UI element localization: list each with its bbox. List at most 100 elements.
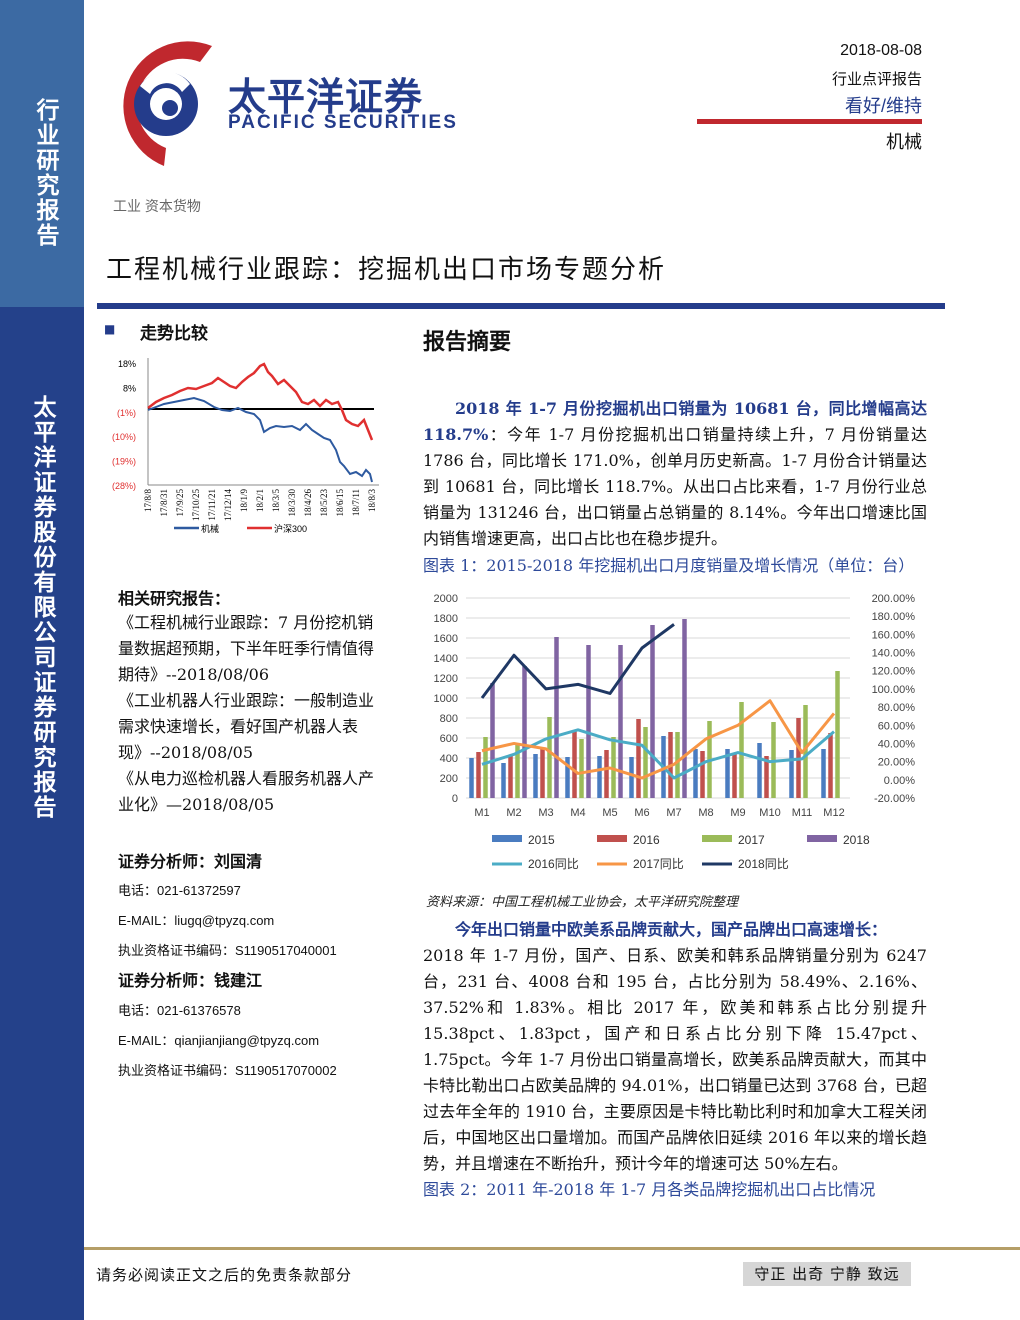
related-report-link[interactable]: 《工程机械行业跟踪：7 月份挖机销量数据超预期，下半年旺季行情值得期待》--20…: [118, 613, 375, 684]
y-tick-label: 1200: [434, 673, 458, 685]
analyst-email[interactable]: E-MAIL：qianjianjiang@tpyzq.com: [118, 1033, 320, 1048]
bar-2016: [604, 750, 609, 798]
related-report-link[interactable]: 《从电力巡检机器人看服务机器人产业化》—2018/08/05: [118, 769, 375, 814]
trend-x-tick: 17/8/8: [143, 489, 153, 513]
trend-x-tick: 17/8/31: [159, 489, 169, 517]
figure-1-caption: 图表 1：2015-2018 年挖掘机出口月度销量及增长情况（单位：台）: [423, 556, 915, 575]
x-tick-label: M8: [698, 807, 713, 819]
sidebar-label: 行业研究报告: [32, 98, 59, 248]
chart-x-ticks: M1 M2 M3 M4 M5 M6 M7 M8 M9 M10 M11 M12: [474, 807, 844, 819]
bar-2018: [522, 666, 527, 798]
bar-2016: [764, 756, 769, 798]
trend-x-tick: 17/10/25: [191, 489, 201, 522]
analyst-name: 证券分析师：钱建江: [118, 971, 263, 990]
y2-tick-label: 60.00%: [878, 720, 916, 732]
trend-x-tick: 18/5/23: [319, 489, 329, 517]
bar-2017: [483, 737, 488, 798]
bar-2017: [515, 743, 520, 798]
bar-2018: [650, 625, 655, 798]
y-tick-label: 600: [440, 733, 458, 745]
report-type: 行业点评报告: [831, 71, 922, 88]
trend-line-csi300: [147, 362, 374, 441]
trend-x-ticks: 17/8/8 17/8/31 17/9/25 17/10/25 17/11/21 17/1…: [143, 489, 377, 522]
bar-2017: [675, 732, 680, 798]
trend-y-tick: 8%: [123, 383, 136, 393]
chart-gridlines: [466, 597, 850, 799]
y-tick-label: 2000: [434, 593, 458, 605]
bar-2015: [565, 757, 570, 798]
bar-2015: [629, 757, 634, 798]
y-tick-label: 1400: [434, 653, 458, 665]
y-tick-label: 800: [440, 713, 458, 725]
bar-2017: [579, 739, 584, 798]
bar-2018: [682, 619, 687, 798]
y-tick-label: 400: [440, 753, 458, 765]
paragraph-highlight: 今年出口销量中欧美系品牌贡献大，国产品牌出口高速增长：: [455, 920, 888, 939]
trend-chart: 18%8%(1%)(10%)(19%)(28%) 17/8/8 17/8/31 17…: [112, 358, 379, 534]
trend-x-tick: 17/12/14: [223, 489, 233, 522]
x-tick-label: M6: [634, 807, 649, 819]
y2-tick-label: 120.00%: [872, 666, 916, 678]
bar-2016: [572, 730, 577, 798]
legend-swatch: [702, 835, 732, 842]
summary-paragraph: 今年出口销量中欧美系品牌贡献大，国产品牌出口高速增长： 2018 年 1-7 月份…: [423, 917, 927, 1177]
bar-2015: [501, 763, 506, 798]
report-date: 2018-08-08: [840, 42, 922, 59]
y2-tick-label: 180.00%: [872, 611, 916, 623]
bar-2015: [693, 749, 698, 798]
y-tick-label: 1600: [434, 633, 458, 645]
bar-2015: [533, 754, 538, 798]
analyst-name: 证券分析师：刘国清: [118, 852, 263, 871]
title-rule: [97, 303, 945, 309]
bar-2018: [554, 637, 559, 798]
bar-2017: [643, 727, 648, 798]
legend-label: 2016: [633, 833, 660, 847]
bar-2016: [508, 756, 513, 798]
bar-2016: [732, 754, 737, 798]
bar-2018: [586, 645, 591, 798]
analyst-phone: 电话：021-61372597: [118, 883, 241, 898]
bar-2015: [821, 749, 826, 798]
trend-y-tick: (10%): [112, 432, 136, 442]
line-2018同比: [480, 623, 675, 699]
x-tick-label: M1: [474, 807, 489, 819]
bar-2015: [469, 758, 474, 798]
bar-2017: [803, 705, 808, 798]
logo-text-en: PACIFIC SECURITIES: [228, 112, 458, 133]
summary-title: 报告摘要: [423, 329, 512, 355]
x-tick-label: M3: [538, 807, 553, 819]
legend-swatch: [492, 835, 522, 842]
bar-2015: [789, 750, 794, 798]
figure-1-source: 资料来源：中国工程机械工业协会，太平洋研究院整理: [426, 895, 739, 910]
bar-2018: [618, 645, 623, 798]
analyst-phone: 电话：021-61376578: [118, 1003, 241, 1018]
page-title: 工程机械行业跟踪：挖掘机出口市场专题分析: [106, 255, 667, 285]
analyst-email[interactable]: E-MAIL：liugq@tpyzq.com: [118, 913, 275, 928]
x-tick-label: M5: [602, 807, 617, 819]
line-2017同比: [481, 699, 836, 780]
bar-2016: [828, 733, 833, 798]
bar-2015: [725, 749, 730, 798]
logo-text-cn: 太平洋证券: [228, 75, 424, 119]
x-tick-label: M2: [506, 807, 521, 819]
legend-label: 2017同比: [633, 857, 684, 871]
sidebar-bottom: [0, 307, 84, 1320]
x-tick-label: M10: [759, 807, 780, 819]
legend-csi300: 沪深300: [274, 523, 307, 534]
trend-y-tick: 18%: [118, 359, 136, 369]
y-tick-label: 200: [440, 773, 458, 785]
trend-line-machinery: [147, 396, 373, 483]
y2-tick-label: -20.00%: [874, 793, 915, 805]
bar-2015: [597, 756, 602, 798]
y-tick-label: 1000: [434, 693, 458, 705]
x-tick-label: M12: [823, 807, 844, 819]
company-logo: [123, 41, 212, 166]
related-report-link[interactable]: 《工业机器人行业跟踪：一般制造业需求快速增长，看好国产机器人表现》--2018/…: [118, 691, 375, 762]
bar-2016: [636, 719, 641, 798]
trend-y-ticks: 18% 8% (1%) (10%) (19%) (28%): [112, 359, 136, 491]
x-tick-label: M9: [730, 807, 745, 819]
trend-section-title: 走势比较: [140, 324, 208, 344]
line-2016同比: [481, 728, 835, 780]
report-rating: 看好/维持: [844, 96, 922, 116]
trend-x-tick: 18/4/26: [303, 489, 313, 517]
